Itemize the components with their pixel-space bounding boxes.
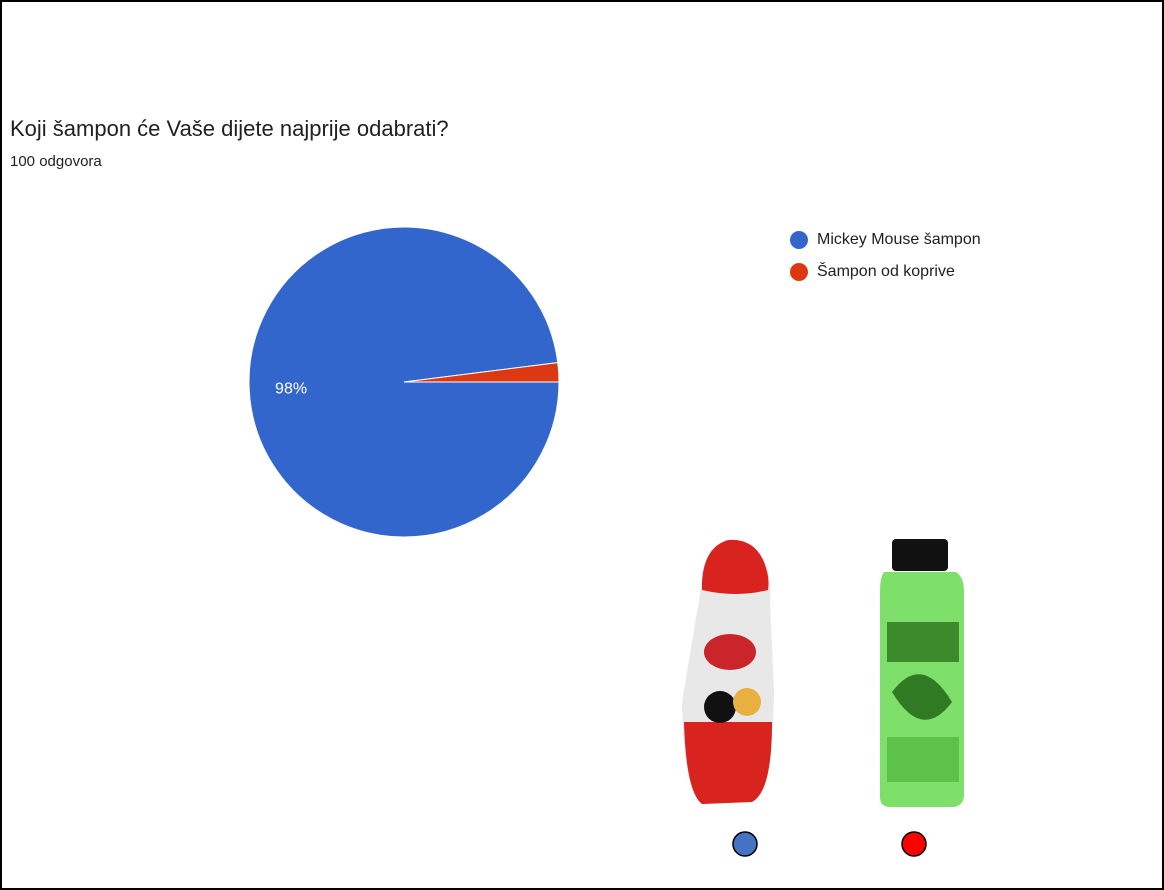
chart-subtitle: 100 odgovora <box>10 153 102 170</box>
legend-swatch <box>790 263 808 281</box>
legend-swatch <box>790 231 808 249</box>
pie: 98% <box>248 226 560 538</box>
legend-label: Mickey Mouse šampon <box>817 231 981 248</box>
chart-title: Koji šampon će Vaše dijete najprije odab… <box>10 116 449 141</box>
legend-label: Šampon od koprive <box>817 261 955 280</box>
nettle-bottle <box>880 539 964 807</box>
pie-slice <box>403 362 560 383</box>
option-marker <box>732 831 758 857</box>
slice-label: 98% <box>275 380 307 397</box>
legend: Mickey Mouse šampon Šampon od koprive <box>790 231 981 281</box>
option-marker <box>901 831 927 857</box>
mickey-bottle <box>682 539 774 804</box>
